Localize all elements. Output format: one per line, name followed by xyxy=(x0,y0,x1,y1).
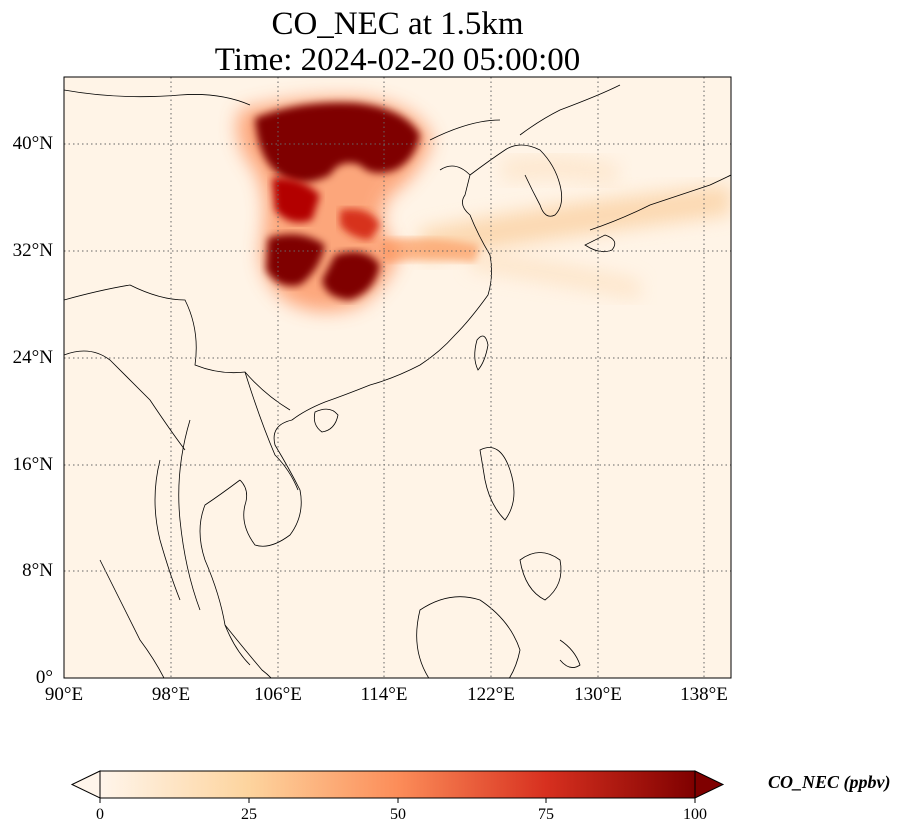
lon-tick-label: 138°E xyxy=(680,684,728,705)
coastlines xyxy=(64,84,731,678)
colorbar-tick-label: 50 xyxy=(390,806,406,823)
colorbar-tick-label: 100 xyxy=(683,806,707,823)
map-frame xyxy=(63,76,732,679)
lon-tick-label: 122°E xyxy=(467,684,515,705)
graticule xyxy=(64,77,731,678)
lon-tick-label: 114°E xyxy=(360,684,408,705)
map-title-line2: Time: 2024-02-20 05:00:00 xyxy=(214,42,581,78)
lon-tick-label: 130°E xyxy=(574,684,622,705)
lat-tick-label: 24°N xyxy=(12,347,53,368)
lon-tick-label: 90°E xyxy=(44,684,84,705)
concentration-field xyxy=(237,97,731,312)
colorbar-tick-label: 0 xyxy=(96,806,104,823)
colorbar xyxy=(70,770,725,803)
colorbar-tick-label: 25 xyxy=(241,806,257,823)
lat-tick-label: 16°N xyxy=(12,454,53,475)
lat-tick-label: 8°N xyxy=(22,560,53,581)
lat-tick-label: 32°N xyxy=(12,240,53,261)
map-title-line1: CO_NEC at 1.5km xyxy=(271,6,524,42)
lat-tick-label: 0° xyxy=(35,667,53,688)
colorbar-tick-label: 75 xyxy=(538,806,554,823)
lon-tick-label: 98°E xyxy=(151,684,191,705)
lon-tick-label: 106°E xyxy=(254,684,302,705)
lat-tick-label: 40°N xyxy=(12,133,53,154)
colorbar-title: CO_NEC (ppbv) xyxy=(768,772,891,792)
